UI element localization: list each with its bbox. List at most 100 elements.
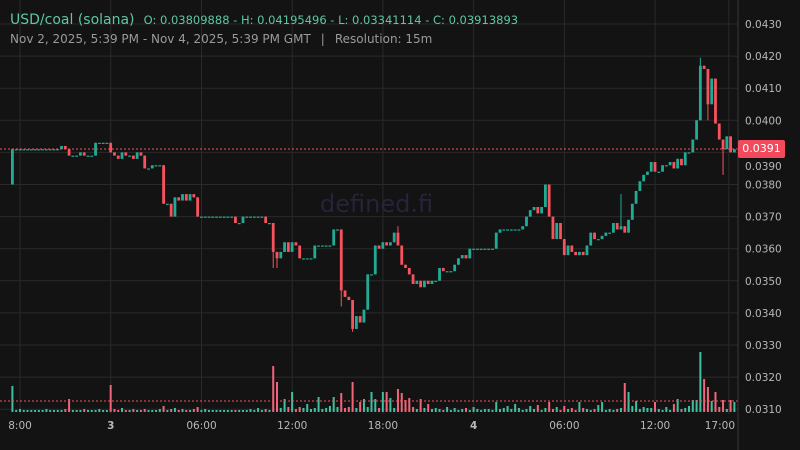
candle-body (302, 258, 305, 260)
candle-body (547, 184, 551, 217)
candle-body (419, 280, 423, 288)
candle-body (517, 229, 521, 231)
candle-body (415, 280, 419, 285)
volume-bar (434, 408, 437, 412)
volume-bar (219, 410, 222, 412)
volume-bar (359, 402, 362, 412)
candle-body (445, 271, 449, 273)
volume-bar (499, 409, 502, 412)
volume-bar (370, 392, 373, 412)
volume-bar (665, 407, 668, 412)
volume-bar (654, 402, 656, 412)
volume-bar (158, 409, 161, 412)
volume-bar (374, 399, 377, 412)
candle-body (623, 226, 627, 233)
candle-body (109, 142, 113, 153)
volume-bar (438, 409, 441, 412)
volume-bar (612, 410, 615, 412)
candle-body (128, 155, 131, 157)
volume-bar (718, 407, 721, 412)
volume-bar (555, 407, 558, 412)
candle-body (313, 245, 317, 259)
candle-body (619, 226, 623, 230)
volume-bar (260, 410, 263, 412)
candle-body (256, 216, 260, 218)
candle-body (218, 216, 222, 218)
volume-bar (64, 409, 67, 412)
candle-body (487, 248, 491, 250)
volume-bar (676, 399, 679, 412)
volume-bar (582, 408, 585, 412)
volume-bar (245, 410, 248, 412)
candle-body (491, 248, 494, 250)
pair-title: USD/coal (solana) (10, 12, 135, 28)
candle-body (320, 245, 324, 247)
volume-bar (412, 407, 415, 412)
volume-bar (234, 410, 237, 412)
candle-body (105, 142, 109, 144)
volume-bar (347, 407, 350, 412)
volume-bar (706, 387, 709, 412)
price-tick-label: 0.0370 (745, 212, 782, 224)
candle-body (385, 242, 389, 246)
volume-bar (533, 409, 536, 412)
volume-bar (661, 410, 664, 412)
candle-body (90, 155, 94, 157)
volume-bar (223, 410, 226, 412)
candle-body (381, 242, 385, 249)
volume-bar (30, 410, 33, 412)
volume-bar (487, 409, 490, 412)
volume-bar (264, 409, 267, 412)
volume-bar (688, 406, 691, 412)
volume-bar (147, 410, 150, 412)
time-axis[interactable]: 8:00 3 06:00 12:00 18:00 4 06:00 12:00 17:00 (8, 420, 735, 432)
volume-bar (68, 399, 71, 412)
candle-body (79, 152, 82, 156)
candle-body (358, 316, 362, 323)
volume-bar (276, 382, 278, 412)
volume-bar (385, 392, 388, 412)
volume-bar (351, 382, 354, 412)
volume-bar (287, 407, 290, 412)
resolution[interactable]: Resolution: 15m (334, 32, 433, 46)
candle-body (86, 155, 90, 157)
candle-body (249, 216, 252, 218)
candle-body (124, 152, 128, 156)
candle-body (638, 181, 642, 191)
candle-body (305, 258, 309, 260)
candle-body (264, 216, 268, 224)
volume-bar (196, 407, 199, 412)
candle-body (192, 194, 196, 198)
volume-bar (143, 409, 146, 412)
candle-body (275, 251, 279, 259)
volume-bar (94, 410, 97, 412)
candle-body (695, 120, 698, 140)
price-axis[interactable]: 0.0430 0.0420 0.0410 0.0400 0.0390 0.0380 0.03… (745, 19, 782, 416)
volume-bar (483, 409, 486, 412)
volume-bar (525, 409, 528, 412)
volume-bar (597, 405, 600, 412)
candle-body (339, 229, 343, 291)
volume-bar (173, 408, 176, 412)
volume-bar (15, 410, 18, 412)
candle-body (71, 155, 75, 157)
volume-bar (18, 409, 21, 412)
volume-bar (204, 409, 207, 412)
volume-bar (226, 410, 229, 412)
candle-body (430, 280, 434, 285)
volume-bar (563, 406, 566, 412)
volume-bar (207, 410, 210, 412)
price-tick-label: 0.0330 (745, 340, 782, 352)
time-tick-label: 06:00 (186, 420, 216, 432)
volume-bar (355, 408, 358, 412)
price-tick-label: 0.0320 (745, 372, 782, 384)
volume-bar (98, 409, 101, 412)
candle-body (135, 152, 139, 159)
candle-body (479, 248, 483, 250)
candle-body (600, 235, 604, 240)
volume-bar (90, 410, 93, 412)
volume-bar (56, 410, 59, 412)
candle-body (241, 216, 245, 224)
candle-body (642, 174, 646, 182)
